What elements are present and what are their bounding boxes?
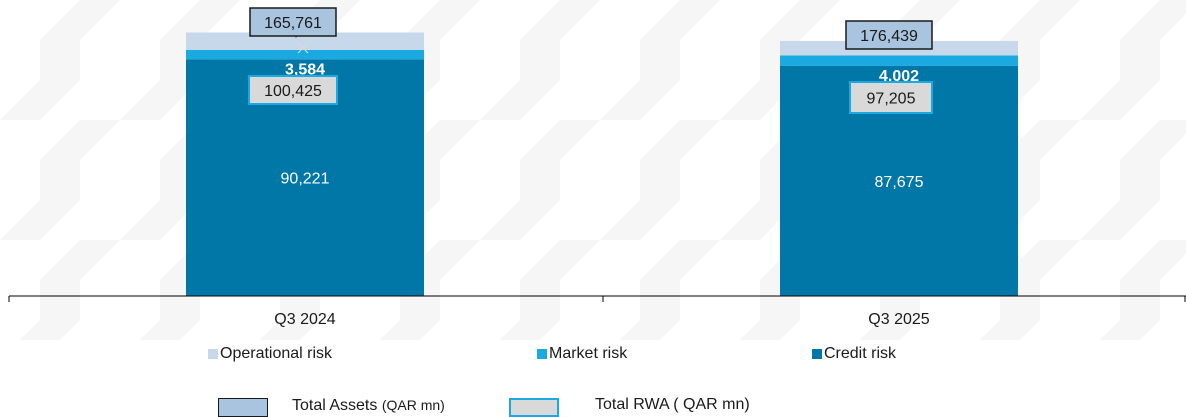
legend-box-total-assets	[218, 398, 268, 417]
legend-box-total-rwa	[509, 398, 559, 417]
x-axis: Q3 2024 Q3 2025	[8, 295, 1186, 328]
marker-legend: Total Assets (QAR mn) Total RWA ( QAR mn…	[0, 396, 1186, 417]
legend-swatch-credit	[812, 349, 822, 359]
x-tick-label-1: Q3 2024	[274, 311, 335, 328]
label-market-1: 3,584	[285, 61, 325, 78]
x-tick-label-2: Q3 2025	[868, 311, 929, 328]
legend-item-total-assets: Total Assets (QAR mn)	[218, 398, 445, 417]
series-legend: Operational risk Market risk Credit risk	[0, 345, 1186, 369]
legend-item-total-rwa: Total RWA ( QAR mn)	[509, 396, 750, 417]
legend-swatch-market	[537, 349, 547, 359]
total-assets-box-1	[249, 7, 337, 37]
total-rwa-label-2: 97,205	[867, 91, 916, 108]
bar-market-2	[780, 55, 1018, 66]
total-rwa-label-1: 100,425	[264, 83, 322, 100]
legend-item-credit: Credit risk	[812, 345, 896, 363]
total-rwa-box-1	[248, 75, 338, 105]
total-assets-label-2: 176,439	[860, 28, 918, 45]
legend-item-operational: Operational risk	[208, 345, 332, 363]
total-assets-point-marker	[297, 42, 309, 54]
label-market-2: 4,002	[879, 68, 919, 85]
total-assets-label-1: 165,761	[264, 15, 322, 32]
label-credit-2: 87,675	[875, 174, 924, 191]
legend-swatch-operational	[208, 349, 218, 359]
label-credit-1: 90,221	[281, 171, 330, 188]
total-assets-box-2	[845, 20, 933, 50]
legend-item-market: Market risk	[537, 345, 627, 363]
total-rwa-box-2	[849, 81, 933, 114]
legend-assets-unit: (QAR mn)	[381, 397, 445, 413]
legend-label-total-assets: Total Assets (QAR mn)	[292, 397, 445, 414]
legend-label-total-rwa: Total RWA ( QAR mn)	[595, 396, 750, 413]
legend-assets-prefix: Total Assets	[292, 397, 382, 414]
bar-market-1	[186, 49, 424, 60]
legend-label-market: Market risk	[549, 345, 628, 362]
bar-operational-1	[186, 32, 424, 50]
markers-group: 165,761 176,439 100,425 97,205	[248, 7, 933, 114]
legend-label-operational: Operational risk	[220, 345, 333, 362]
legend-label-credit: Credit risk	[824, 345, 897, 362]
